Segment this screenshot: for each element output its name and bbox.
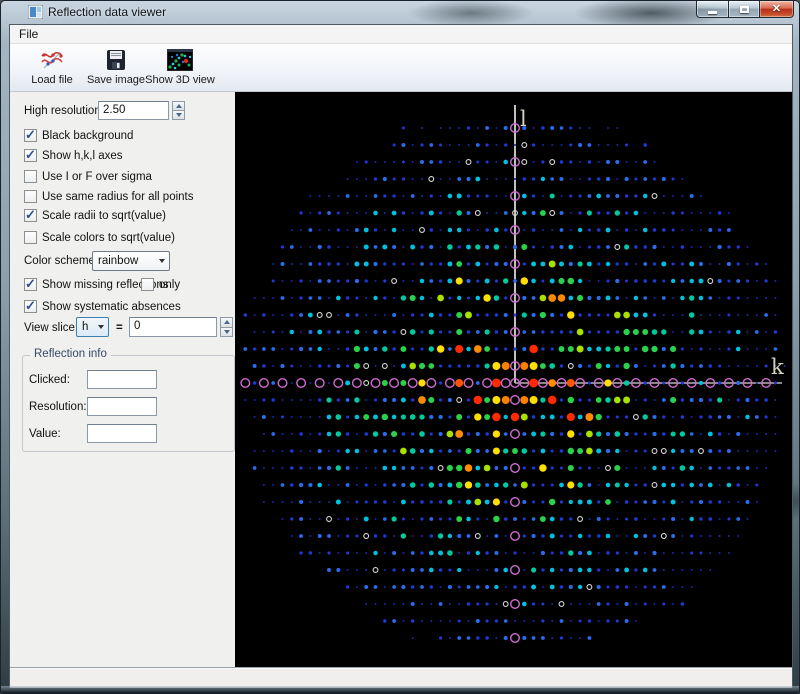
value-label: Value: [29,428,61,440]
resolution-field[interactable] [87,397,157,416]
menu-bar: File [10,25,792,44]
load-file-button[interactable]: Load file [20,47,84,91]
scale-radii-label: Scale radii to sqrt(value) [42,209,166,222]
scale-radii-checkbox-row: ✓ Scale radii to sqrt(value) [24,207,166,222]
reflection-info-groupbox: Reflection info Clicked: Resolution: Val… [22,348,235,452]
check-icon: ✓ [25,127,36,142]
same-radius-checkbox-row: ✓ Use same radius for all points [24,190,193,203]
view-slice-input[interactable]: 0 [129,317,217,337]
spinner-down-icon[interactable] [172,111,185,120]
check-icon: ✓ [25,207,36,222]
close-icon: ✕ [771,2,782,15]
maximize-icon [739,5,749,13]
load-file-label: Load file [31,74,73,86]
missing-only-label: only [159,278,181,291]
check-icon: ✓ [25,298,36,313]
minimize-icon [708,10,717,14]
scale-colors-label: Scale colors to sqrt(value) [42,231,175,244]
reflection-app-icon [28,5,43,19]
view-slice-equals: = [116,322,123,334]
color-scheme-value: rainbow [98,255,139,267]
main-area: High resolution: 2.50 ✓ Black background… [10,92,792,667]
svg-text:k: k [771,355,784,379]
clicked-field[interactable] [87,370,157,389]
menu-file[interactable]: File [19,27,39,41]
show-hkl-axes-checkbox[interactable]: ✓ [24,147,37,162]
window-controls: ✕ [696,1,794,18]
view-slice-axis-dropdown[interactable]: h [76,317,109,337]
control-panel: High resolution: 2.50 ✓ Black background… [10,92,235,667]
high-resolution-label: High resolution: [24,105,104,117]
scale-colors-checkbox-row: ✓ Scale colors to sqrt(value) [24,231,175,244]
3d-view-icon [167,47,193,73]
toolbar: Load file Save image [10,44,792,92]
spinner-up-icon[interactable] [220,317,233,328]
show-missing-checkbox[interactable]: ✓ [24,276,37,291]
show-systematic-label: Show systematic absences [42,300,181,313]
load-file-plot-icon [39,47,65,73]
high-resolution-spinner[interactable] [172,101,185,120]
window-title: Reflection data viewer [48,5,167,19]
check-icon: ✓ [25,276,36,291]
check-icon: ✓ [25,147,36,162]
view-slice-spinner[interactable] [220,317,233,337]
floppy-disk-icon [103,47,129,73]
chevron-down-icon [154,259,169,263]
title-bar[interactable]: Reflection data viewer ✕ [1,1,799,24]
show-hkl-axes-label: Show h,k,l axes [42,149,123,162]
view-slice-axis-value: h [82,321,89,333]
svg-text:l: l [520,107,527,131]
black-background-checkbox-row: ✓ Black background [24,127,134,142]
window-frame-bottom [1,686,799,693]
clicked-label: Clicked: [29,374,70,386]
show-3d-view-label: Show 3D view [145,74,215,86]
scale-colors-checkbox[interactable]: ✓ [24,231,37,244]
black-background-label: Black background [42,129,134,142]
reflection-pattern: lk [240,105,786,644]
i-over-sigma-checkbox[interactable]: ✓ [24,170,37,183]
i-over-sigma-label: Use I or F over sigma [42,170,152,183]
spinner-up-icon[interactable] [172,101,185,111]
save-image-button[interactable]: Save image [84,47,148,91]
client-area: File Load file [9,24,793,688]
black-background-checkbox[interactable]: ✓ [24,127,37,142]
spinner-down-icon[interactable] [220,327,233,337]
show-missing-label: Show missing reflections [42,278,169,291]
high-resolution-input[interactable]: 2.50 [98,101,169,120]
chevron-down-icon [93,325,108,329]
minimize-button[interactable] [696,1,728,18]
show-systematic-checkbox[interactable]: ✓ [24,298,37,313]
i-over-sigma-checkbox-row: ✓ Use I or F over sigma [24,170,152,183]
missing-only-checkbox-row: ✓ only [141,278,180,291]
maximize-button[interactable] [728,1,760,18]
color-scheme-label: Color scheme: [24,255,99,267]
missing-only-checkbox[interactable]: ✓ [141,278,154,291]
show-missing-checkbox-row: ✓ Show missing reflections [24,276,169,291]
save-image-label: Save image [86,74,146,86]
value-field[interactable] [87,424,157,443]
reflection-info-title: Reflection info [30,348,111,360]
color-scheme-dropdown[interactable]: rainbow [92,251,170,271]
same-radius-checkbox[interactable]: ✓ [24,190,37,203]
show-hkl-axes-checkbox-row: ✓ Show h,k,l axes [24,147,123,162]
scale-radii-checkbox[interactable]: ✓ [24,207,37,222]
same-radius-label: Use same radius for all points [42,190,194,203]
show-3d-view-button[interactable]: Show 3D view [145,47,215,91]
view-slice-label: View slice: [24,322,79,334]
close-button[interactable]: ✕ [760,1,794,18]
status-bar [10,667,792,688]
show-systematic-checkbox-row: ✓ Show systematic absences [24,298,181,313]
resolution-label: Resolution: [29,401,87,413]
